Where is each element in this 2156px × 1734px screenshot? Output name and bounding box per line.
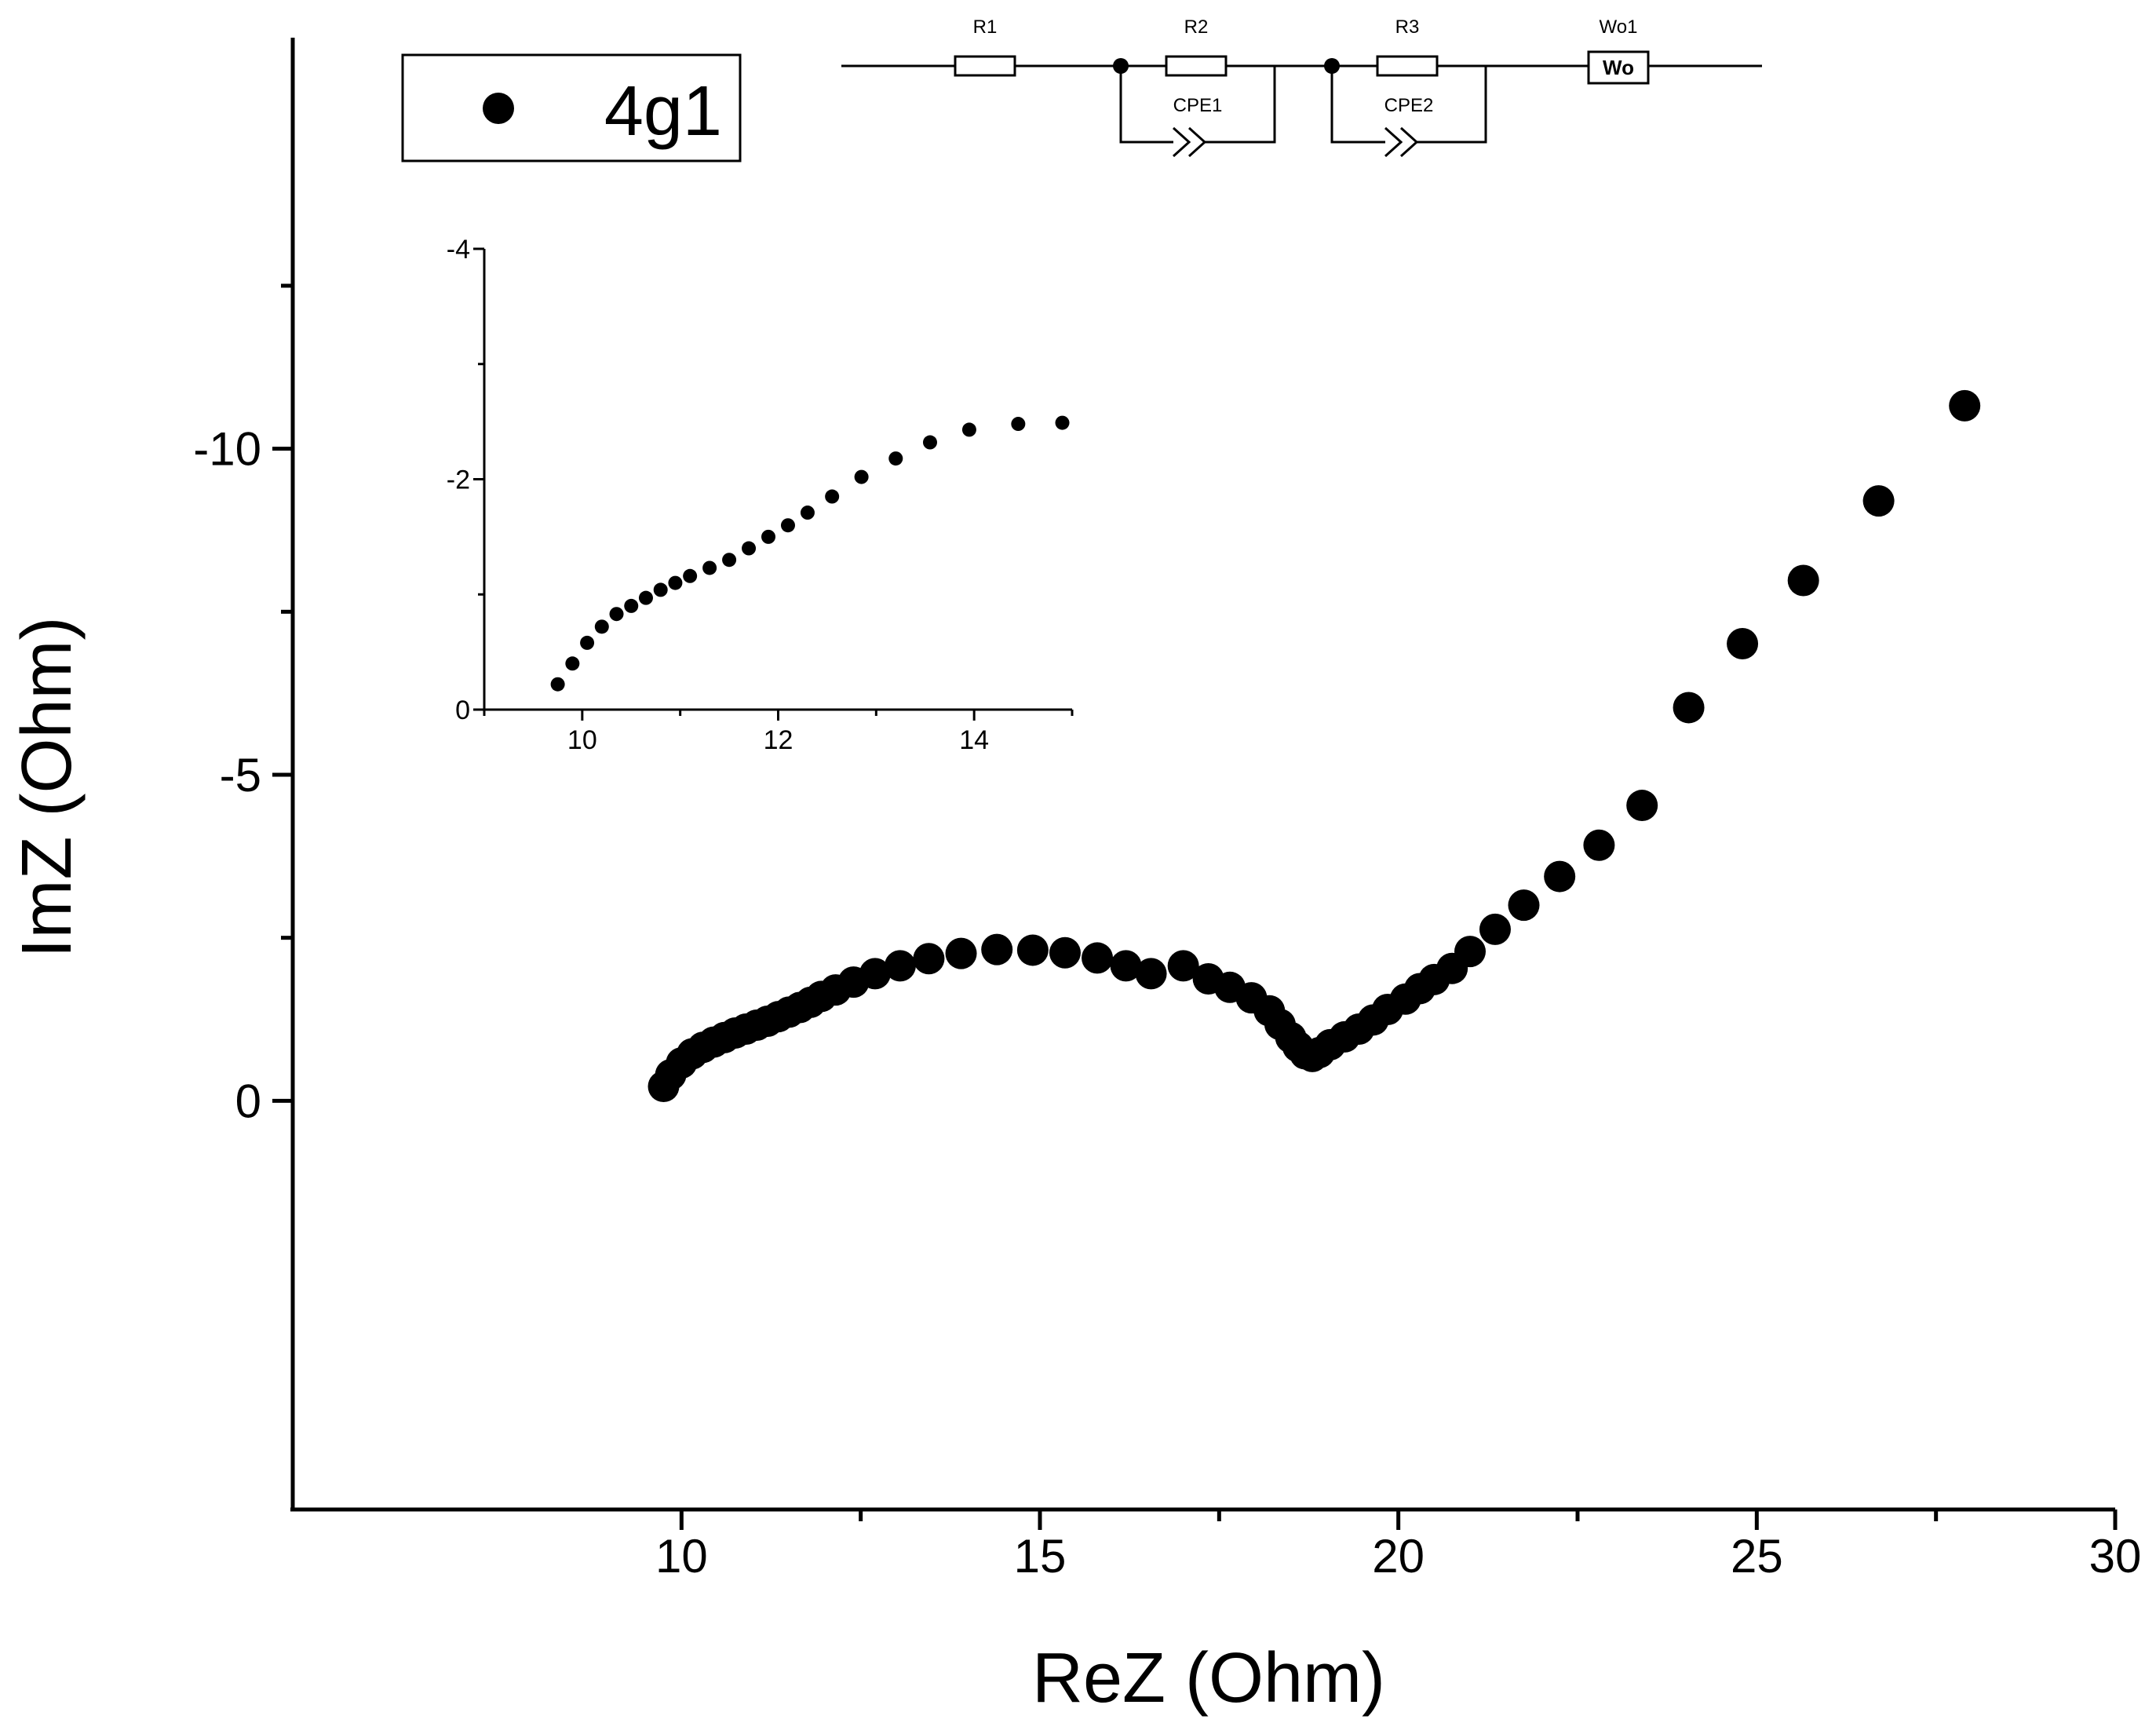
main-data-point: [1110, 950, 1142, 982]
inset-data-series: [550, 415, 1070, 692]
main-data-point: [1479, 913, 1511, 945]
inset-data-point: [1055, 415, 1070, 430]
legend: 4g1: [401, 53, 742, 162]
main-data-point: [981, 933, 1013, 966]
inset-data-point: [580, 635, 595, 650]
main-data-point: [1949, 389, 1981, 422]
circuit-wire: [1330, 66, 1385, 144]
inset-ticks: 10 12 14 0 -2 -4: [447, 235, 1074, 755]
main-data-point: [1673, 692, 1705, 724]
main-y-tick-label: 0: [235, 1075, 261, 1127]
cpe1-symbol: [1172, 126, 1191, 158]
cpe2-symbol: [1399, 126, 1419, 158]
main-y-axis-title: ImZ (Ohm): [8, 617, 86, 958]
inset-data-point: [961, 422, 976, 437]
circuit-wire: [1417, 66, 1487, 144]
cpe2-symbol: [1384, 126, 1403, 158]
r3-label: R3: [1395, 16, 1420, 38]
inset-data-point: [780, 518, 795, 533]
inset-data-point: [825, 489, 840, 504]
inset-data-point: [668, 575, 683, 590]
inset-data-point: [854, 469, 869, 484]
inset-data-point: [922, 435, 937, 450]
inset-data-point: [742, 541, 757, 556]
main-data-point: [1454, 936, 1486, 968]
main-ticks: 10 15 20 25 30 0 -5 -10: [193, 283, 2142, 1583]
resistor-r1: [954, 55, 1016, 77]
main-data-point: [1727, 628, 1759, 660]
main-data-point: [1016, 934, 1049, 966]
main-x-tick-label: 25: [1731, 1530, 1783, 1583]
main-data-point: [859, 958, 891, 990]
inset-data-point: [609, 607, 624, 622]
inset-data-point: [722, 553, 737, 568]
main-data-point: [884, 950, 916, 982]
wo1-label: Wo1: [1600, 16, 1638, 38]
resistor-r2: [1165, 55, 1228, 77]
inset-x-tick-label: 14: [959, 725, 989, 755]
inset-data-point: [1011, 417, 1026, 432]
r1-label: R1: [973, 16, 998, 38]
main-data-point: [1544, 860, 1576, 893]
main-data-series: [648, 389, 1981, 1103]
main-data-point: [1626, 790, 1658, 822]
equivalent-circuit: [841, 50, 1762, 158]
r2-label: R2: [1184, 16, 1209, 38]
main-axes: [290, 38, 2115, 1512]
main-data-point: [1135, 958, 1167, 990]
inset-data-point: [594, 619, 609, 634]
cpe2-label: CPE2: [1384, 95, 1434, 116]
inset-y-tick-label: 0: [455, 695, 470, 725]
inset-y-tick-label: -4: [447, 235, 470, 265]
warburg-wo1: [1587, 50, 1650, 85]
main-data-point: [1787, 564, 1819, 597]
main-x-tick-label: 20: [1372, 1530, 1425, 1583]
inset-x-tick-label: 12: [764, 725, 793, 755]
legend-label: 4g1: [604, 72, 722, 151]
main-data-point: [1508, 889, 1540, 922]
main-x-tick-label: 15: [1014, 1530, 1067, 1583]
cpe1-symbol: [1187, 126, 1207, 158]
main-y-tick-label: -5: [220, 749, 261, 801]
main-data-point: [1862, 485, 1895, 517]
main-x-tick-label: 30: [2089, 1530, 2142, 1583]
main-y-tick-label: -10: [193, 423, 261, 476]
legend-marker: [483, 93, 514, 124]
inset-data-point: [683, 568, 698, 583]
inset-data-point: [702, 560, 717, 575]
circuit-labels: R1 R2 CPE1 R3 CPE2 Wo1 Wo: [973, 16, 1638, 116]
inset-x-tick-label: 10: [567, 725, 597, 755]
resistor-r3: [1376, 55, 1439, 77]
inset-data-point: [638, 590, 653, 605]
inset-data-point: [653, 582, 668, 597]
cpe1-label: CPE1: [1173, 95, 1223, 116]
inset-data-point: [800, 506, 815, 520]
wo-symbol-label: Wo: [1603, 56, 1634, 79]
inset-data-point: [624, 598, 639, 613]
main-x-tick-label: 10: [655, 1530, 708, 1583]
inset-y-tick-label: -2: [447, 465, 470, 495]
main-data-point: [1082, 942, 1114, 974]
main-x-axis-title: ReZ (Ohm): [1032, 1639, 1385, 1718]
inset-data-point: [550, 677, 565, 692]
inset-data-point: [761, 529, 776, 544]
circuit-wire: [1119, 66, 1173, 144]
main-data-point: [1167, 950, 1199, 982]
circuit-wire: [1205, 66, 1276, 144]
inset-data-point: [565, 656, 580, 671]
main-data-point: [913, 943, 945, 975]
main-data-point: [1049, 936, 1081, 969]
inset-data-point: [888, 451, 903, 466]
inset-axes: [483, 249, 1072, 711]
main-data-point: [1583, 829, 1615, 861]
main-data-point: [945, 937, 977, 969]
legend-box: [401, 53, 742, 162]
